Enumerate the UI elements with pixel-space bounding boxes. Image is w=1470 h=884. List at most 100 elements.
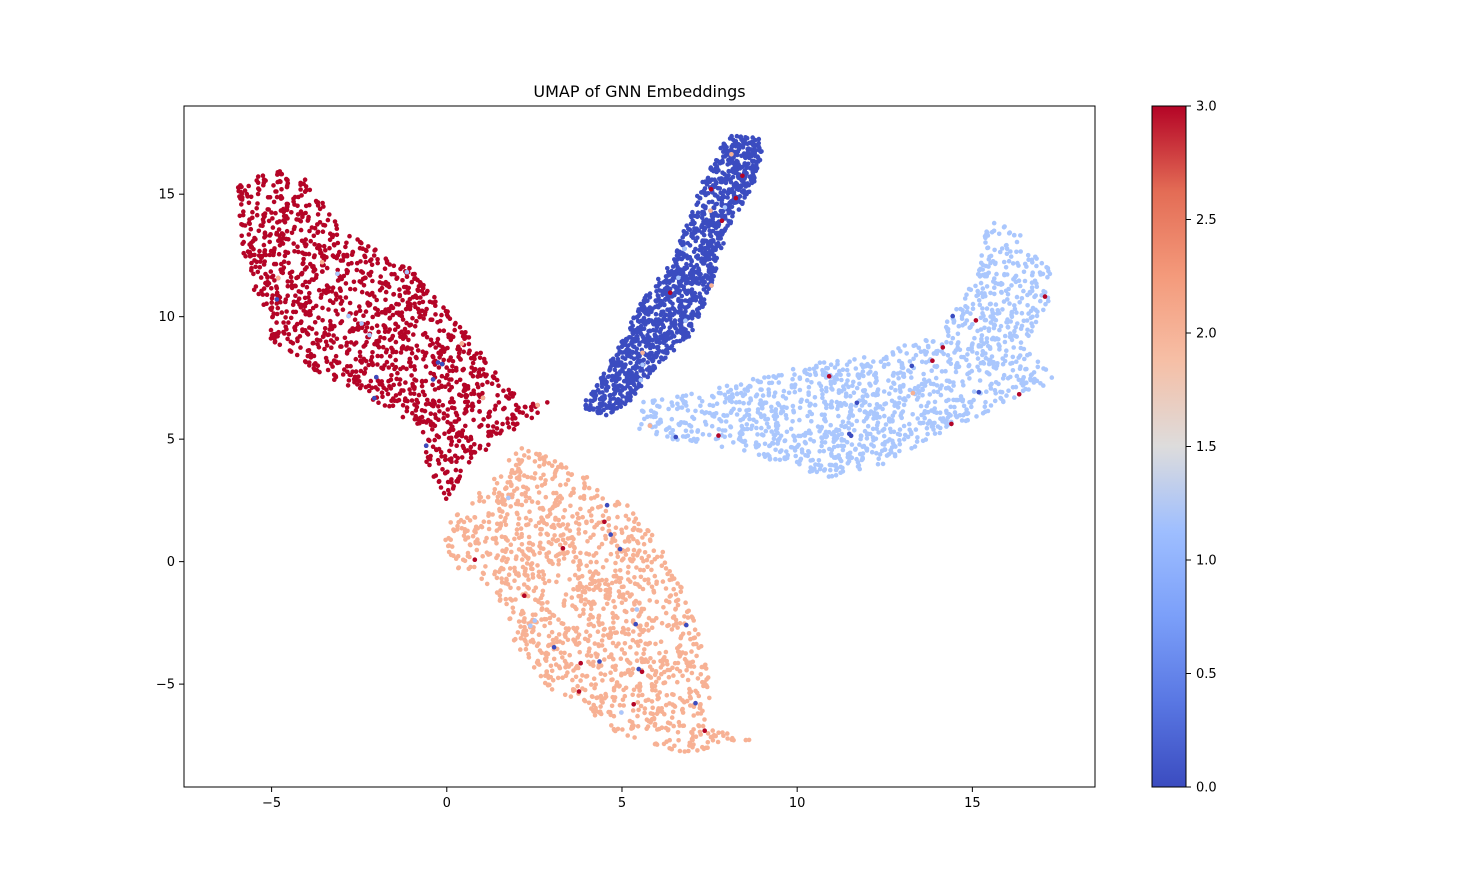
scatter-point [614,398,620,403]
scatter-point [313,361,318,366]
scatter-point [480,390,485,396]
scatter-point [375,257,380,262]
scatter-point [865,414,870,420]
scatter-point [683,393,689,398]
scatter-point [634,565,639,570]
scatter-point [286,332,292,337]
scatter-point [945,353,951,358]
scatter-point [685,408,691,413]
scatter-point [457,347,463,352]
scatter-point [595,405,600,411]
scatter-point [963,418,969,424]
scatter-point [938,386,943,391]
scatter-point [1002,333,1008,339]
scatter-point [240,241,245,246]
scatter-point [449,396,455,401]
scatter-point [1012,328,1017,334]
scatter-point [965,305,970,311]
scatter-point [943,420,948,425]
scatter-point [918,403,924,409]
scatter-point [306,217,311,222]
scatter-point [261,180,267,186]
scatter-point [471,388,477,394]
scatter-point [709,423,715,429]
scatter-point [919,359,925,365]
scatter-point [997,249,1003,255]
scatter-point [299,271,305,277]
scatter-point [700,212,705,217]
scatter-point [833,437,838,443]
scatter-point [797,405,803,411]
scatter-point [877,452,883,457]
scatter-point [524,561,530,566]
scatter-point [717,417,722,422]
scatter-point [430,401,436,407]
scatter-point [876,456,881,462]
scatter-point [284,216,289,221]
scatter-point [750,142,756,148]
scatter-point [266,207,272,212]
scatter-point [303,203,309,209]
scatter-point [510,412,515,418]
scatter-point [740,183,745,188]
scatter-point [798,456,804,462]
scatter-point [443,375,449,381]
scatter-point [593,682,598,687]
scatter-point [705,731,711,736]
scatter-point [684,660,689,666]
scatter-point [729,133,734,139]
scatter-point [689,258,694,263]
scatter-point [677,695,683,701]
scatter-point [690,311,696,316]
scatter-point [1005,324,1011,330]
scatter-point [556,632,562,637]
scatter-point [645,360,650,365]
scatter-point [660,322,666,328]
scatter-point [294,321,300,327]
scatter-point [614,386,620,391]
scatter-point [828,422,833,428]
scatter-point [711,205,717,211]
scatter-point [1043,367,1049,372]
scatter-point [692,270,697,275]
scatter-point [609,580,615,586]
scatter-point [829,431,835,437]
scatter-point [445,413,450,419]
scatter-point [367,301,373,307]
scatter-point [969,404,974,410]
scatter-point [878,359,884,365]
scatter-point [622,356,628,362]
scatter-point [431,355,436,360]
scatter-point [713,258,718,264]
scatter-point [629,370,634,376]
scatter-point [661,340,666,346]
scatter-point [1014,359,1019,365]
scatter-point [769,429,774,434]
scatter-point [495,494,501,500]
scatter-point [954,307,959,312]
scatter-point [630,637,636,643]
scatter-point [449,385,454,390]
scatter-point [702,717,707,722]
scatter-point [446,382,451,387]
scatter-point [539,527,544,532]
scatter-point [649,625,655,630]
scatter-point [830,387,835,392]
scatter-point [733,151,739,156]
scatter-point [631,629,636,634]
scatter-point [412,324,418,329]
scatter-point [839,443,844,449]
scatter-point [612,531,617,537]
scatter-point [537,464,542,469]
scatter-point [523,498,529,504]
scatter-point [736,436,742,442]
scatter-point [251,271,256,277]
scatter-point [503,522,509,528]
scatter-point [570,677,575,683]
scatter-point [421,291,427,297]
scatter-point [380,344,386,350]
scatter-point [463,394,469,400]
scatter-point [641,326,647,332]
scatter-point [409,398,415,403]
scatter-point [368,378,374,384]
